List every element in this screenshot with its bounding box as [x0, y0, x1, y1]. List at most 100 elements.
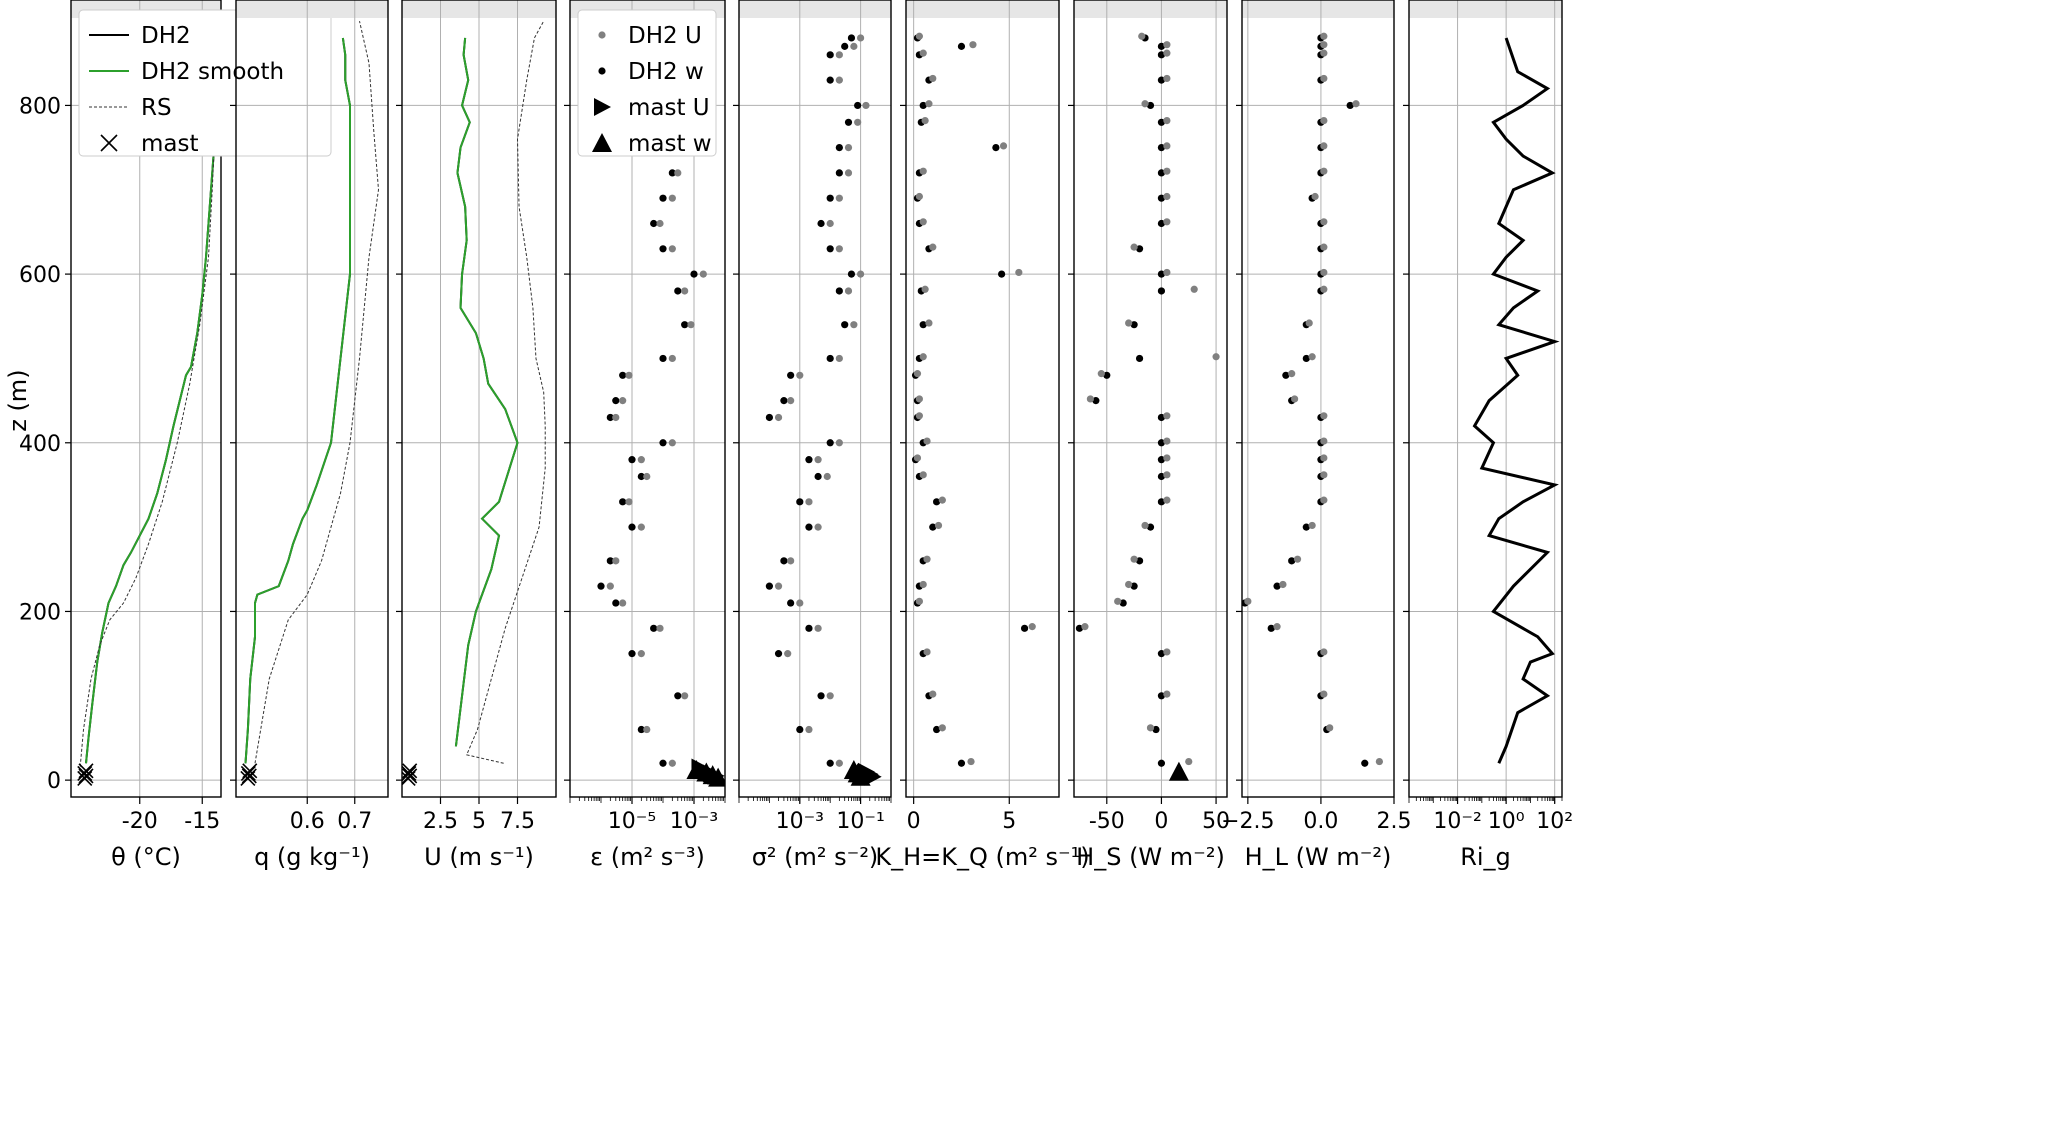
- point-dh2-w: [1157, 692, 1166, 700]
- point-dh2-w: [847, 270, 856, 278]
- x-tick-label: 2.5: [423, 809, 458, 834]
- point-dh2-u: [625, 498, 633, 506]
- point-dh2-u: [850, 42, 858, 50]
- point-dh2-u: [1320, 74, 1328, 83]
- point-dh2-w: [1157, 76, 1166, 84]
- point-dh2-u: [919, 49, 927, 57]
- point-dh2-u: [1081, 623, 1089, 631]
- point-dh2-w: [674, 692, 682, 700]
- point-dh2-u: [1375, 757, 1383, 766]
- point-dh2-w: [780, 557, 788, 565]
- point-dh2-w: [796, 725, 804, 734]
- x-axis-label: U (m s⁻¹): [424, 843, 534, 871]
- point-dh2-w: [674, 287, 682, 295]
- point-dh2-u: [1015, 268, 1023, 277]
- axes-frame: [738, 0, 892, 798]
- point-dh2-u: [1212, 353, 1220, 361]
- point-dh2-w: [835, 143, 843, 152]
- point-dh2-u: [687, 321, 695, 329]
- point-dh2-w: [1135, 354, 1144, 363]
- point-dh2-w: [1075, 624, 1084, 632]
- point-dh2-u: [1163, 412, 1171, 420]
- point-dh2-w: [826, 354, 834, 363]
- point-dh2-w: [854, 101, 862, 110]
- point-dh2-u: [1163, 218, 1171, 226]
- point-dh2-u: [674, 169, 682, 177]
- point-dh2-w: [787, 371, 795, 379]
- x-tick-label: 10⁻⁵: [608, 809, 656, 834]
- point-dh2-w: [1157, 118, 1166, 126]
- y-tick-label: 0: [47, 769, 61, 794]
- point-dh2-u: [774, 413, 783, 422]
- panel-sigma2: 10⁻³ 10⁻¹ σ² (m² s⁻²): [733, 0, 892, 871]
- point-dh2-w: [1361, 759, 1369, 767]
- point-dh2-u: [835, 439, 843, 447]
- x-tick-label: 50: [1202, 809, 1230, 834]
- legend: DH2 DH2 smooth RS mast: [78, 9, 332, 157]
- x-tick-label: 5: [472, 809, 486, 834]
- point-dh2-w: [844, 118, 853, 126]
- point-dh2-u: [938, 724, 946, 732]
- point-dh2-w: [826, 76, 834, 84]
- axes-frame: [70, 0, 222, 798]
- top-band: [236, 0, 388, 18]
- x-axis-label: σ² (m² s⁻²): [752, 843, 879, 871]
- mast-marker: [77, 765, 93, 781]
- plot-area: [77, 21, 221, 787]
- point-dh2-u: [1326, 724, 1334, 732]
- top-band: [906, 0, 1059, 18]
- point-dh2-w: [780, 397, 788, 405]
- legend-label: mast U: [628, 95, 710, 121]
- point-dh2-u: [835, 354, 843, 363]
- legend-box: [78, 9, 332, 157]
- point-dh2-u: [915, 412, 923, 420]
- point-dh2-u: [862, 101, 870, 110]
- point-dh2-u: [999, 142, 1008, 150]
- point-dh2-w: [1157, 439, 1166, 447]
- point-dh2-w: [1157, 472, 1166, 481]
- point-dh2-w: [998, 270, 1006, 278]
- point-dh2-u: [1163, 142, 1171, 150]
- point-dh2-w: [1157, 219, 1166, 228]
- point-dh2-w: [1130, 582, 1138, 590]
- point-dh2-w: [1157, 194, 1166, 202]
- mast-marker: [78, 768, 94, 784]
- legend-label: DH2: [141, 23, 191, 49]
- point-dh2-u: [835, 194, 843, 202]
- point-dh2-u: [1141, 100, 1149, 108]
- point-dh2-u: [1320, 285, 1328, 293]
- top-band: [1242, 0, 1394, 18]
- point-dh2-w: [1157, 51, 1166, 59]
- point-dh2-u: [814, 523, 822, 531]
- point-dh2-u: [1288, 370, 1296, 378]
- point-dh2-u: [681, 692, 689, 700]
- point-dh2-u: [925, 319, 933, 327]
- x-tick-label: 10²: [1536, 809, 1573, 834]
- point-dh2-w: [1130, 321, 1138, 329]
- point-dh2-u: [796, 599, 804, 607]
- point-dh2-u: [668, 759, 676, 767]
- point-dh2-u: [1279, 580, 1287, 589]
- mast-marker: [78, 763, 94, 779]
- point-dh2-u: [1163, 192, 1171, 201]
- point-dh2-w: [1152, 725, 1160, 734]
- point-dh2-u: [814, 624, 822, 632]
- point-dh2-u: [1097, 370, 1105, 378]
- point-dh2-u: [844, 143, 853, 152]
- point-dh2-w: [826, 759, 834, 767]
- x-tick-label: 10⁻³: [776, 809, 824, 834]
- point-dh2-w: [681, 321, 689, 329]
- point-dh2-u: [619, 397, 627, 405]
- point-dh2-u: [774, 582, 783, 590]
- point-dh2-u: [1163, 690, 1171, 698]
- series-rs: [79, 21, 221, 772]
- point-dh2-w: [606, 557, 614, 565]
- point-dh2-u: [1320, 142, 1328, 150]
- series-dh2-smooth: [244, 37, 351, 764]
- point-dh2-u: [844, 169, 853, 177]
- point-dh2-w: [805, 456, 813, 464]
- plot-area: [1242, 32, 1383, 767]
- point-dh2-u: [787, 397, 795, 405]
- top-band: [1074, 0, 1227, 18]
- x-tick-label: −2.5: [1221, 809, 1274, 834]
